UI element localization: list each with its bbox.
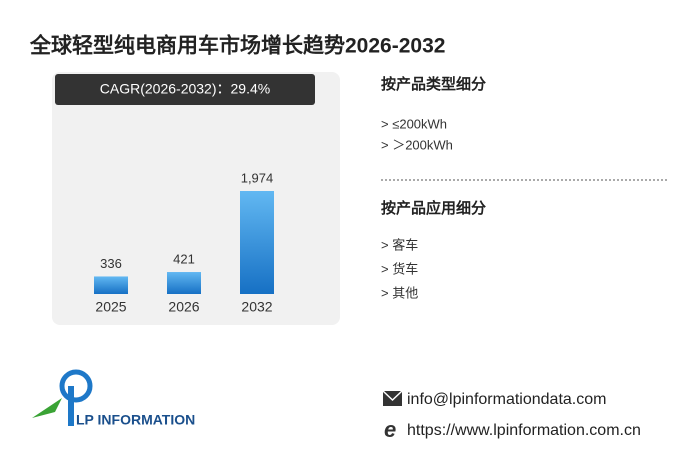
segment-item: > ＞200kWh — [381, 137, 453, 152]
cagr-annotation: CAGR(2026-2032)：29.4% — [100, 81, 270, 97]
segment-title: 按产品类型细分 — [381, 75, 486, 93]
chart-title: 全球轻型纯电商用车市场增长趋势2026-2032 — [29, 34, 445, 58]
segment-item: > 客车 — [381, 237, 418, 252]
cagr-box — [55, 74, 315, 105]
value-label: 421 — [173, 251, 195, 266]
x-tick-label: 2025 — [95, 299, 126, 315]
segment-item: > ≤200kWh — [381, 116, 447, 131]
web-icon: e — [384, 417, 396, 442]
logo-text: LP INFORMATION — [76, 412, 195, 428]
segment-title: 按产品应用细分 — [381, 199, 486, 217]
value-label: 1,974 — [241, 170, 274, 185]
segment-item: > 其他 — [381, 285, 418, 300]
value-label: 336 — [100, 256, 122, 271]
email-icon — [382, 390, 403, 406]
bar — [167, 272, 201, 294]
x-tick-label: 2032 — [241, 299, 272, 315]
x-tick-label: 2026 — [168, 299, 199, 315]
bar — [240, 191, 274, 294]
bar — [94, 276, 128, 294]
website: https://www.lpinformation.com.cn — [407, 422, 641, 439]
logo: LP INFORMATION — [32, 369, 195, 428]
email: info@lpinformationdata.com — [407, 391, 606, 408]
segment-item: > 货车 — [381, 261, 418, 276]
